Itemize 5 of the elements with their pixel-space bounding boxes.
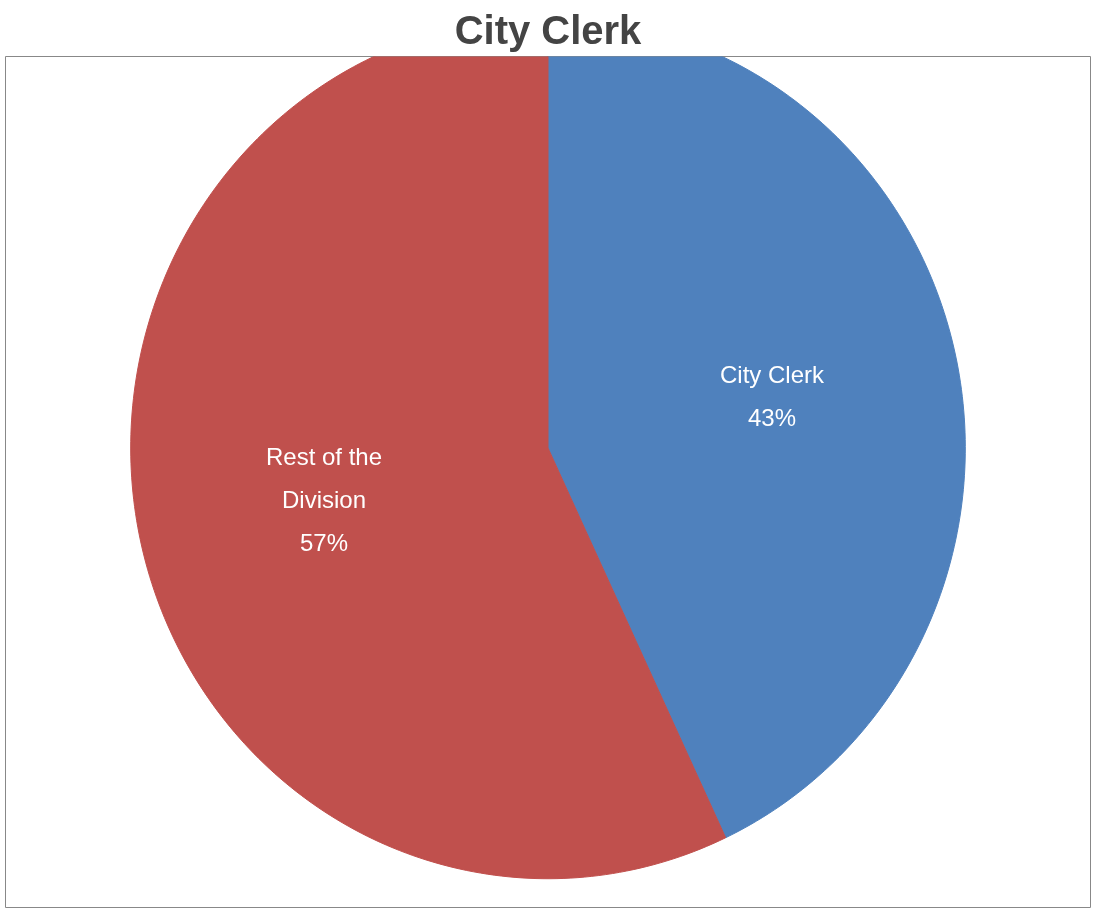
slice-label: City Clerk [719,361,825,389]
slice-label: City Clerk [454,7,643,52]
slice-label: Rest of the Division [265,442,383,514]
data-label: 57% [299,529,349,557]
data-label: 43% [747,404,797,432]
